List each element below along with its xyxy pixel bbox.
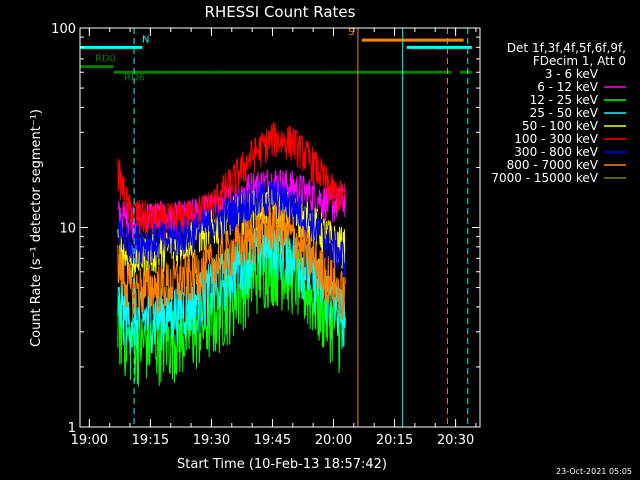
annotation-label-rd0: RD0 bbox=[95, 54, 116, 65]
x-tick-label-4: 20:00 bbox=[315, 433, 352, 448]
legend-label-3-6-kev: 3 - 6 keV bbox=[545, 67, 599, 81]
x-tick-label-6: 20:30 bbox=[437, 433, 474, 448]
y-tick-label-0: 1 bbox=[68, 421, 76, 436]
series-line-25-50-kev bbox=[117, 219, 346, 355]
chart-title: RHESSI Count Rates bbox=[205, 3, 356, 21]
legend-label-6-12-kev: 6 - 12 keV bbox=[537, 80, 599, 94]
legend-header-line-2: FDecim 1, Att 0 bbox=[533, 54, 626, 68]
x-tick-label-1: 19:15 bbox=[132, 433, 169, 448]
y-axis-label: Count Rate (s⁻¹ detector segment⁻¹) bbox=[29, 109, 44, 347]
y-tick-label-2: 100 bbox=[51, 22, 76, 37]
legend-label-300-800-kev: 300 - 800 keV bbox=[514, 145, 598, 159]
legend-label-25-50-kev: 25 - 50 keV bbox=[530, 106, 599, 120]
x-tick-label-3: 19:45 bbox=[254, 433, 291, 448]
annotation-label-rd6: RD6 bbox=[124, 72, 145, 83]
x-tick-label-5: 20:15 bbox=[376, 433, 413, 448]
annotation-label-n: N bbox=[142, 34, 149, 45]
series-line-100-300-kev bbox=[117, 121, 346, 240]
x-axis-label: Start Time (10-Feb-13 18:57:42) bbox=[177, 457, 387, 472]
x-tick-label-2: 19:30 bbox=[193, 433, 230, 448]
legend-label-50-100-kev: 50 - 100 keV bbox=[522, 119, 599, 133]
series-line-800-7000-kev bbox=[117, 202, 346, 321]
legend-label-100-300-kev: 100 - 300 keV bbox=[514, 132, 598, 146]
annotation-label-s: S bbox=[348, 27, 354, 38]
legend-label-800-7000-kev: 800 - 7000 keV bbox=[507, 158, 599, 172]
axes-layer: 19:00 19:15 19:30 19:45 20:00 20:15 20:30 1 10 10… bbox=[51, 22, 481, 448]
legend: Det 1f,3f,4f,5f,6f,9f, FDecim 1, Att 0 3… bbox=[491, 41, 626, 185]
legend-header-line-1: Det 1f,3f,4f,5f,6f,9f, bbox=[507, 41, 626, 55]
x-tick-label-0: 19:00 bbox=[71, 433, 108, 448]
y-tick-label-1: 10 bbox=[59, 222, 76, 237]
series-layer bbox=[117, 121, 346, 387]
series-line-300-800-kev bbox=[117, 180, 346, 280]
legend-label-12-25-kev: 12 - 25 keV bbox=[530, 93, 599, 107]
generation-timestamp: 23-Oct-2021 05:05 bbox=[556, 467, 632, 476]
legend-label-7000-15000-kev: 7000 - 15000 keV bbox=[491, 171, 598, 185]
